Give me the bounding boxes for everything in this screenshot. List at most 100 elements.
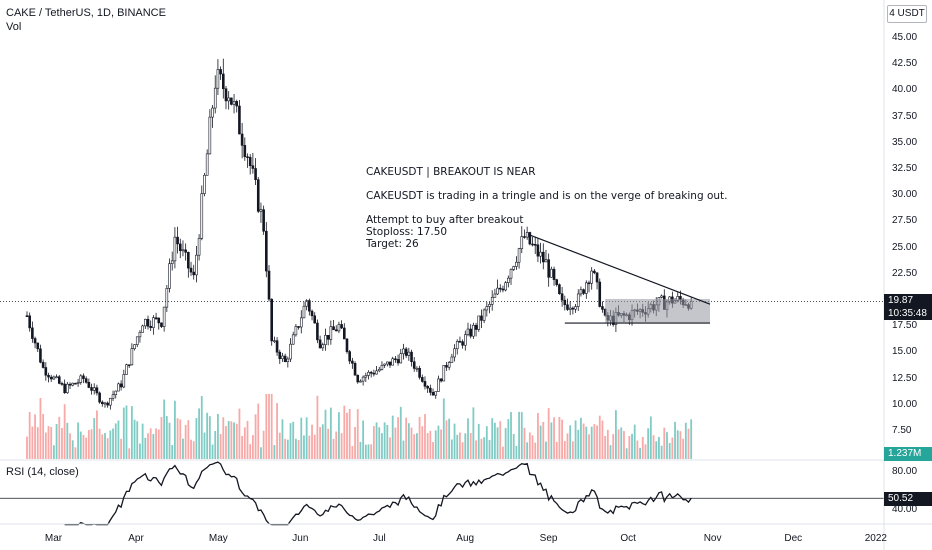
volume-bar [351,446,354,459]
candle-up [509,269,513,279]
volume-bar [303,435,305,459]
volume-bar [214,430,217,459]
candle-down [593,270,596,274]
last-price-tag: 19.87 [884,294,932,308]
volume-bar [593,424,596,459]
time-tick-label: Jun [292,533,309,544]
candle-up [76,382,80,384]
price-tick-label: 15.00 [892,346,918,358]
volume-bar [58,416,61,459]
candle-down [601,306,604,310]
candle-up [289,343,292,360]
candle-up [103,402,107,405]
volume-bar [93,418,96,459]
candle-down [262,209,265,232]
volume-bar [225,426,227,459]
candle-up [490,296,494,305]
candle-down [95,387,99,394]
rsi-legend[interactable]: RSI (14, close) [6,466,79,478]
candle-down [458,341,462,343]
candle-down [221,73,225,90]
candle-down [547,259,550,278]
candle-up [520,236,524,250]
price-tick-label: 10.00 [892,398,918,410]
candle-down [84,378,88,383]
volume-bar [542,421,545,459]
volume-bar [195,418,198,459]
candle-up [434,391,438,396]
candle-down [598,281,602,307]
volume-bar [63,404,66,459]
volume-bar [604,435,607,459]
rsi-tick-80: 80.00 [892,466,918,477]
candle-down [528,232,532,245]
volume-tag: 1.237M [884,447,932,461]
volume-bar [79,431,82,459]
candle-down [536,244,540,257]
candle-down [82,375,85,379]
candle-down [412,361,416,369]
countdown-tag: 10:35:48 [884,307,932,320]
volume-bar [313,434,316,459]
candle-up [321,344,325,349]
candle-up [504,282,507,291]
candle-up [585,282,588,294]
volume-bar [112,428,114,459]
volume-bar [346,412,348,459]
volume-bars [26,394,693,459]
volume-bar [28,412,31,459]
candle-down [154,317,158,320]
volume-bar [512,434,515,459]
candle-down [555,279,559,285]
drawings[interactable] [0,234,884,324]
candle-up [407,351,411,356]
volume-bar [569,425,572,459]
volume-bar [424,414,426,459]
volume-bar [52,445,55,459]
volume-bar [679,431,682,459]
volume-bar [545,441,547,459]
volume-bar [636,440,639,459]
candle-down [74,382,77,385]
volume-bar [601,420,604,459]
volume-bar [114,423,117,459]
volume-bar [144,437,147,459]
volume-bar [410,427,413,459]
volume-bar [270,394,273,459]
candle-down [469,328,472,337]
volume-bar [467,418,469,459]
candle-up [144,318,147,327]
volume-bar [633,424,636,459]
volume-bar [644,444,647,459]
volume-bar [87,430,90,459]
volume-bar [136,421,139,459]
currency-selector[interactable]: 4 USDT [887,5,927,23]
candle-down [396,359,400,364]
volume-bar [233,422,235,459]
volume-bar [372,426,375,459]
volume-bar [432,442,434,459]
volume-bar [176,418,179,459]
volume-bar [687,428,690,459]
volume-bar [42,413,45,459]
volume-bar [104,432,106,459]
chart-title[interactable]: CAKE / TetherUS, 1D, BINANCE [6,7,166,19]
volume-bar [585,426,588,459]
candle-down [439,378,443,382]
candle-up [135,336,139,345]
volume-bar [574,420,577,459]
volume-bar [230,421,233,459]
candle-up [377,369,381,372]
volume-bar [208,416,211,459]
volume-bar [580,417,582,459]
candle-down [267,270,271,300]
candle-up [133,344,136,349]
idea-annotation[interactable]: CAKEUSDT | BREAKOUT IS NEAR CAKEUSDT is … [366,166,728,250]
volume-legend[interactable]: Vol [6,21,22,33]
candle-up [205,153,209,176]
rsi-pane [0,461,884,526]
candle-up [165,288,169,308]
candle-down [224,88,228,102]
volume-bar [434,430,437,459]
